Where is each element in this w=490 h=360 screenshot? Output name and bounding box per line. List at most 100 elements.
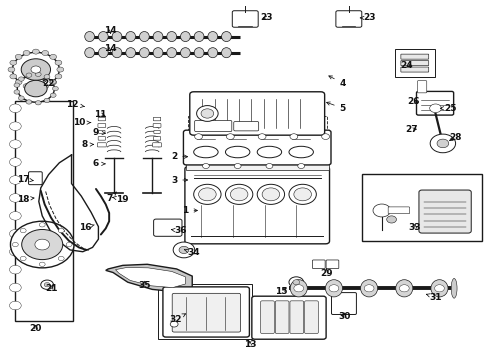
- Circle shape: [322, 134, 330, 139]
- Text: 29: 29: [320, 269, 333, 278]
- Circle shape: [39, 262, 45, 266]
- Circle shape: [430, 104, 441, 113]
- FancyBboxPatch shape: [163, 287, 249, 337]
- FancyBboxPatch shape: [388, 207, 410, 214]
- Circle shape: [435, 285, 444, 292]
- Circle shape: [202, 163, 209, 168]
- Text: 35: 35: [139, 281, 151, 290]
- Text: 19: 19: [113, 194, 128, 203]
- Circle shape: [293, 280, 300, 285]
- Text: 26: 26: [407, 96, 420, 105]
- Circle shape: [9, 265, 21, 274]
- Circle shape: [194, 184, 221, 204]
- FancyBboxPatch shape: [190, 92, 325, 135]
- Text: 23: 23: [361, 13, 376, 22]
- Ellipse shape: [194, 32, 204, 41]
- Text: 25: 25: [441, 104, 457, 113]
- Circle shape: [364, 285, 374, 292]
- Text: 1: 1: [182, 206, 197, 215]
- Circle shape: [257, 184, 285, 204]
- Circle shape: [44, 75, 50, 79]
- FancyBboxPatch shape: [275, 301, 289, 333]
- FancyBboxPatch shape: [153, 123, 161, 127]
- Ellipse shape: [396, 280, 413, 297]
- Text: 21: 21: [45, 284, 57, 293]
- Circle shape: [55, 74, 62, 79]
- Circle shape: [58, 229, 64, 233]
- Polygon shape: [15, 101, 73, 320]
- Ellipse shape: [451, 278, 457, 298]
- FancyBboxPatch shape: [362, 174, 482, 241]
- Ellipse shape: [167, 48, 176, 58]
- Ellipse shape: [208, 48, 218, 58]
- Circle shape: [290, 134, 298, 139]
- Text: 8: 8: [82, 140, 94, 149]
- Ellipse shape: [153, 48, 163, 58]
- Text: 10: 10: [73, 118, 91, 127]
- Circle shape: [32, 85, 39, 90]
- Ellipse shape: [126, 32, 136, 41]
- Ellipse shape: [290, 280, 307, 297]
- Circle shape: [49, 54, 56, 59]
- FancyBboxPatch shape: [261, 301, 274, 333]
- Circle shape: [14, 83, 20, 87]
- Circle shape: [9, 194, 21, 202]
- Circle shape: [35, 72, 41, 76]
- Ellipse shape: [98, 32, 108, 41]
- FancyBboxPatch shape: [234, 122, 259, 131]
- Circle shape: [262, 188, 280, 201]
- Text: 7: 7: [106, 192, 116, 203]
- Circle shape: [21, 59, 50, 80]
- Text: 4: 4: [329, 76, 346, 88]
- Ellipse shape: [361, 280, 378, 297]
- Circle shape: [23, 84, 30, 89]
- Ellipse shape: [325, 280, 343, 297]
- FancyBboxPatch shape: [98, 117, 105, 121]
- Circle shape: [198, 188, 216, 201]
- Ellipse shape: [85, 48, 95, 58]
- Circle shape: [196, 105, 218, 121]
- FancyBboxPatch shape: [395, 49, 435, 77]
- FancyBboxPatch shape: [153, 117, 161, 121]
- Circle shape: [35, 239, 49, 250]
- Circle shape: [170, 321, 178, 327]
- Circle shape: [9, 247, 21, 256]
- Circle shape: [294, 188, 312, 201]
- Circle shape: [12, 242, 18, 247]
- Circle shape: [52, 86, 58, 91]
- Ellipse shape: [194, 48, 204, 58]
- Circle shape: [9, 212, 21, 220]
- Polygon shape: [116, 267, 185, 288]
- FancyBboxPatch shape: [331, 293, 356, 315]
- Circle shape: [10, 221, 74, 268]
- Circle shape: [195, 134, 202, 139]
- FancyBboxPatch shape: [98, 123, 106, 127]
- Ellipse shape: [225, 146, 250, 158]
- Ellipse shape: [140, 48, 149, 58]
- Text: 14: 14: [104, 44, 117, 53]
- Text: 22: 22: [42, 79, 54, 88]
- Text: 12: 12: [66, 100, 84, 109]
- Ellipse shape: [98, 48, 108, 58]
- FancyBboxPatch shape: [153, 137, 161, 140]
- Circle shape: [294, 285, 304, 292]
- Text: 28: 28: [449, 133, 462, 142]
- FancyBboxPatch shape: [153, 143, 161, 147]
- FancyBboxPatch shape: [183, 130, 331, 165]
- FancyBboxPatch shape: [172, 293, 241, 332]
- Circle shape: [226, 134, 234, 139]
- Text: 5: 5: [327, 102, 346, 113]
- Circle shape: [258, 134, 266, 139]
- FancyBboxPatch shape: [188, 116, 327, 135]
- FancyBboxPatch shape: [252, 296, 326, 339]
- Text: 6: 6: [93, 159, 105, 168]
- Text: 31: 31: [426, 293, 442, 302]
- FancyBboxPatch shape: [232, 11, 258, 27]
- Text: 24: 24: [400, 61, 413, 70]
- Circle shape: [15, 54, 22, 59]
- Circle shape: [234, 163, 241, 168]
- Ellipse shape: [112, 48, 122, 58]
- Text: 13: 13: [244, 341, 256, 350]
- FancyBboxPatch shape: [401, 60, 429, 66]
- Circle shape: [9, 283, 21, 292]
